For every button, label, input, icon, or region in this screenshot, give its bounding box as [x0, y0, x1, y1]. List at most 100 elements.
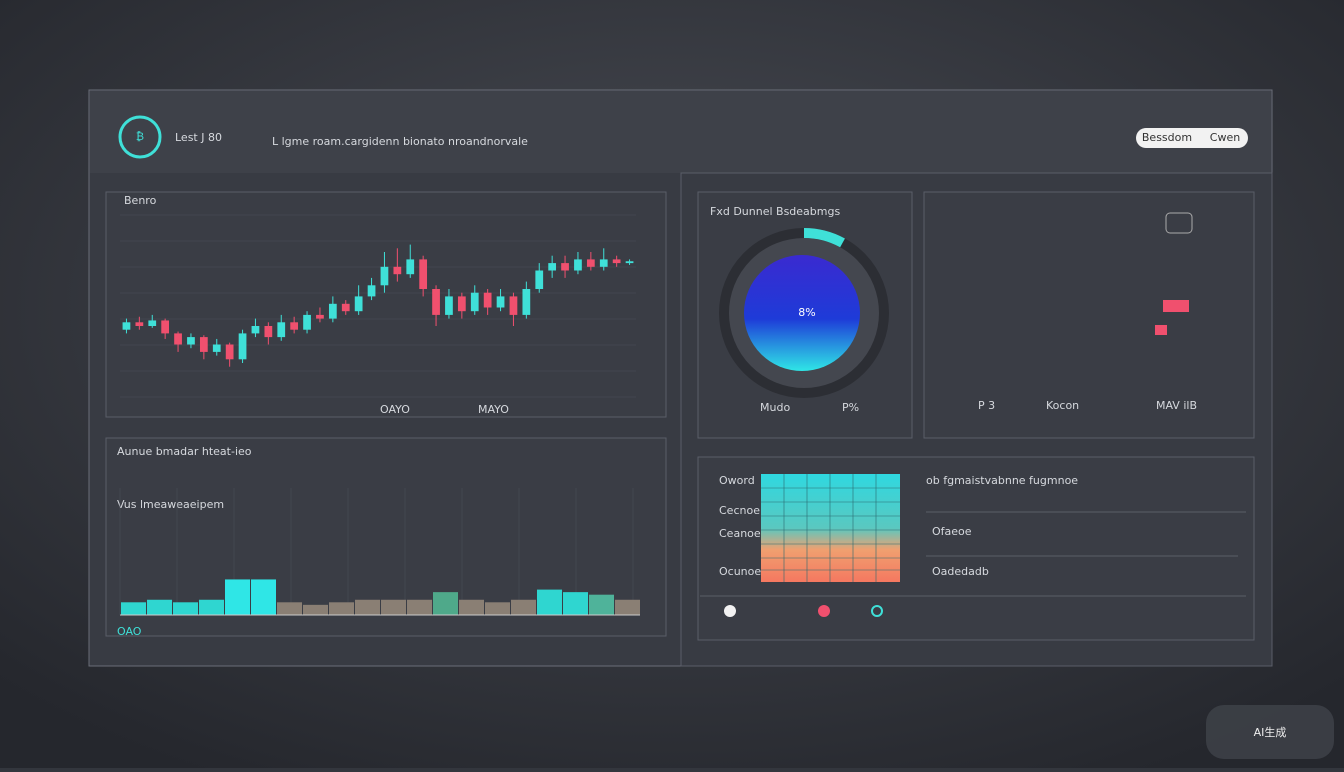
panel-title: Benro	[124, 194, 157, 207]
candle-body	[393, 266, 402, 275]
candle-body	[264, 326, 273, 338]
candle-body	[367, 285, 376, 297]
candle-body	[406, 259, 415, 275]
bar	[407, 599, 432, 615]
toggle-button[interactable]: Bessdom	[1142, 131, 1192, 144]
candle-body	[277, 322, 286, 338]
bar	[329, 602, 354, 615]
candle-body	[380, 266, 389, 286]
candle-body	[212, 344, 221, 352]
candle-body	[225, 344, 234, 360]
gauge-value: 8%	[798, 306, 815, 319]
row-item: Oadedadb	[932, 565, 989, 578]
price-chart	[120, 214, 636, 398]
bar	[589, 594, 614, 615]
row-label: Ocunoe	[719, 565, 761, 578]
panel-title: Aunue bmadar hteat-ieo	[117, 445, 252, 458]
legend-label: MAYO	[478, 403, 509, 416]
volume-chart	[119, 488, 640, 616]
candle-body	[548, 263, 557, 271]
bar	[173, 602, 198, 615]
candle-body	[419, 259, 428, 289]
dot	[871, 605, 883, 617]
candle-body	[316, 314, 324, 319]
gauge-orb	[744, 255, 860, 371]
bar	[303, 604, 328, 615]
bar	[563, 592, 588, 615]
bar	[511, 599, 536, 615]
candle-body	[290, 322, 299, 330]
icon	[1165, 212, 1193, 234]
bar	[225, 579, 250, 615]
bar	[251, 579, 276, 615]
candle-body	[148, 320, 157, 326]
bar	[381, 599, 406, 615]
stat-label: MAV ilB	[1156, 399, 1197, 412]
candle-body	[586, 259, 595, 267]
panel-title: ob fgmaistvabnne fugmnoe	[926, 474, 1078, 487]
candle-body	[535, 270, 544, 289]
stat-label: Kocon	[1046, 399, 1079, 412]
candle-body	[496, 296, 505, 308]
candle-body	[625, 261, 634, 264]
candle-body	[135, 322, 144, 326]
candle-body	[199, 337, 208, 352]
toggle[interactable]	[1136, 128, 1248, 148]
heatmap	[761, 474, 900, 582]
panel-title: Fxd Dunnel Bsdeabmgs	[710, 205, 840, 218]
row-label: Cecnoe	[719, 504, 760, 517]
bar	[459, 599, 484, 615]
row-label: Oword	[719, 474, 755, 487]
candle-body	[303, 314, 311, 330]
candle-body	[354, 296, 363, 312]
candle-body	[341, 303, 350, 312]
toggle-button[interactable]: Cwen	[1210, 131, 1240, 144]
indicator	[1163, 300, 1189, 312]
stat-label: P 3	[978, 399, 995, 412]
bar	[277, 602, 302, 615]
gauge-footer: P%	[842, 401, 859, 414]
watermark: AI生成	[1254, 725, 1287, 739]
logo-text: Lest J 80	[175, 131, 222, 144]
indicator	[1155, 325, 1167, 335]
row-label: Ceanoe	[719, 527, 761, 540]
gauge-footer: Mudo	[760, 401, 790, 414]
candle-body	[445, 296, 453, 315]
candle-body	[483, 292, 492, 308]
right-frame	[680, 172, 1273, 667]
candle-body	[238, 333, 247, 360]
gauge-arc	[803, 228, 845, 248]
candle-body	[470, 292, 479, 312]
candle-body	[522, 289, 531, 315]
candle-body	[187, 337, 195, 345]
panel-subtitle: Vus lmeaweaeipem	[117, 498, 224, 511]
header-subtitle: L lgme roam.cargidenn bionato nroandnorv…	[272, 135, 528, 148]
legend-label: OAYO	[380, 403, 410, 416]
dot	[818, 605, 830, 617]
bar	[121, 602, 146, 615]
price-panel	[105, 191, 667, 418]
candle-body	[122, 322, 131, 330]
bar	[147, 599, 172, 615]
bar	[615, 599, 640, 615]
logo-glyph: ₿	[136, 130, 144, 143]
candle-body	[251, 326, 260, 334]
bar	[199, 599, 224, 615]
candle-body	[457, 296, 466, 312]
candle-body	[328, 303, 337, 319]
bar	[537, 589, 562, 615]
bar	[433, 592, 458, 615]
candle-body	[599, 259, 608, 267]
candle-body	[509, 296, 518, 315]
candle-body	[432, 289, 440, 315]
logo-icon	[118, 115, 162, 159]
candle-body	[561, 263, 569, 271]
candle-body	[574, 259, 582, 271]
bar	[355, 599, 380, 615]
watermark-box	[1206, 705, 1334, 759]
bar	[485, 602, 510, 615]
panel-footer: OAO	[117, 625, 142, 638]
candle-body	[174, 333, 182, 345]
row-item: Ofaeoe	[932, 525, 972, 538]
